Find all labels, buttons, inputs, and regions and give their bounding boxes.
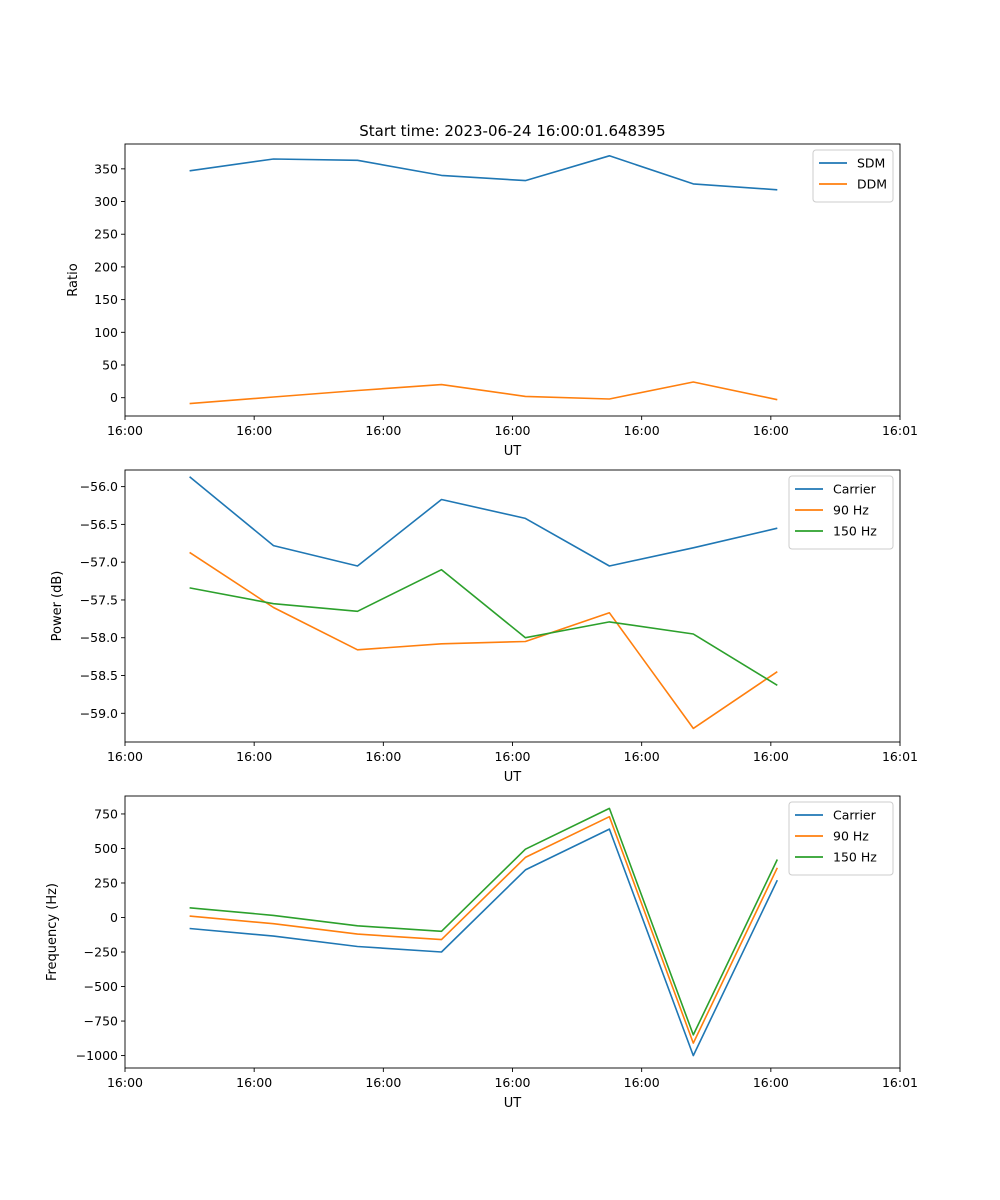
legend-label: Carrier (833, 482, 877, 497)
y-tick-label: 50 (102, 358, 118, 373)
x-tick-label: 16:01 (882, 749, 918, 764)
y-tick-label: −58.5 (80, 668, 118, 683)
y-tick-label: 200 (94, 259, 118, 274)
x-axis-label: UT (504, 770, 522, 785)
series-line-150-hz (189, 568, 778, 686)
x-tick-label: 16:00 (107, 1075, 143, 1090)
x-tick-label: 16:00 (107, 749, 143, 764)
legend-label: 150 Hz (833, 524, 877, 539)
x-tick-label: 16:00 (107, 423, 143, 438)
x-tick-label: 16:00 (365, 749, 401, 764)
x-tick-label: 16:00 (624, 749, 660, 764)
x-tick-label: 16:00 (494, 1075, 530, 1090)
legend: Carrier 90 Hz 150 Hz (788, 801, 894, 876)
axes-frame (124, 795, 901, 1069)
legend: SDM DDM (812, 149, 894, 203)
legend-label: 150 Hz (833, 850, 877, 865)
x-tick-label: 16:00 (236, 423, 272, 438)
x-tick-label: 16:00 (365, 423, 401, 438)
y-tick-label: 300 (94, 194, 118, 209)
series-line-sdm (189, 155, 778, 191)
legend-label: 90 Hz (833, 503, 869, 518)
y-axis-label: Frequency (Hz) (45, 883, 60, 981)
x-tick-label: 16:00 (365, 1075, 401, 1090)
y-tick-label: −750 (84, 1014, 118, 1029)
x-tick-label: 16:00 (494, 749, 530, 764)
y-tick-label: 100 (94, 325, 118, 340)
x-axis-label: UT (504, 444, 522, 459)
y-tick-label: −56.0 (80, 479, 118, 494)
y-tick-label: −57.5 (80, 592, 118, 607)
y-tick-label: 0 (110, 910, 118, 925)
y-tick-label: 250 (94, 875, 118, 890)
y-tick-label: −56.5 (80, 517, 118, 532)
x-tick-label: 16:01 (882, 1075, 918, 1090)
legend-label: 90 Hz (833, 829, 869, 844)
y-tick-label: −500 (84, 979, 118, 994)
x-tick-label: 16:00 (236, 749, 272, 764)
series-line-carrier (189, 476, 778, 567)
series-line-ddm (189, 381, 778, 405)
axes-frame (124, 143, 901, 417)
axes-frame (124, 469, 901, 743)
y-axis-label: Ratio (66, 263, 81, 296)
x-tick-label: 16:00 (753, 423, 789, 438)
y-tick-label: 750 (94, 806, 118, 821)
y-tick-label: 150 (94, 292, 118, 307)
y-tick-label: 250 (94, 227, 118, 242)
x-tick-label: 16:00 (624, 423, 660, 438)
series-line-150-hz (189, 807, 779, 1036)
chart-panel-3: 16:00 16:00 16:00 16:00 16:00 16:00 16:01 750 50… (45, 795, 918, 1111)
x-tick-label: 16:00 (753, 749, 789, 764)
series-line-carrier (189, 828, 779, 1057)
legend-label: DDM (857, 177, 887, 192)
y-tick-label: 500 (94, 841, 118, 856)
x-tick-label: 16:01 (882, 423, 918, 438)
legend-label: SDM (857, 156, 885, 171)
x-tick-label: 16:00 (624, 1075, 660, 1090)
figure-title: Start time: 2023-06-24 16:00:01.648395 (359, 122, 665, 140)
x-axis-label: UT (504, 1096, 522, 1111)
y-tick-label: 0 (110, 390, 118, 405)
x-tick-label: 16:00 (753, 1075, 789, 1090)
y-tick-label: 350 (94, 161, 118, 176)
series-line-90-hz (189, 815, 779, 1044)
chart-panel-1: 16:00 16:00 16:00 16:00 16:00 16:00 16:01 0 50 10… (66, 143, 918, 459)
legend: Carrier 90 Hz 150 Hz (788, 475, 894, 550)
chart-panel-2: 16:00 16:00 16:00 16:00 16:00 16:00 16:01 −56.0… (50, 469, 918, 785)
legend-label: Carrier (833, 808, 877, 823)
y-tick-label: −57.0 (80, 555, 118, 570)
y-tick-label: −1000 (76, 1048, 118, 1063)
x-tick-label: 16:00 (236, 1075, 272, 1090)
y-tick-label: −59.0 (80, 706, 118, 721)
y-tick-label: −58.0 (80, 630, 118, 645)
series-line-90-hz (189, 551, 778, 730)
y-tick-label: −250 (84, 945, 118, 960)
y-axis-label: Power (dB) (50, 571, 65, 642)
x-tick-label: 16:00 (494, 423, 530, 438)
